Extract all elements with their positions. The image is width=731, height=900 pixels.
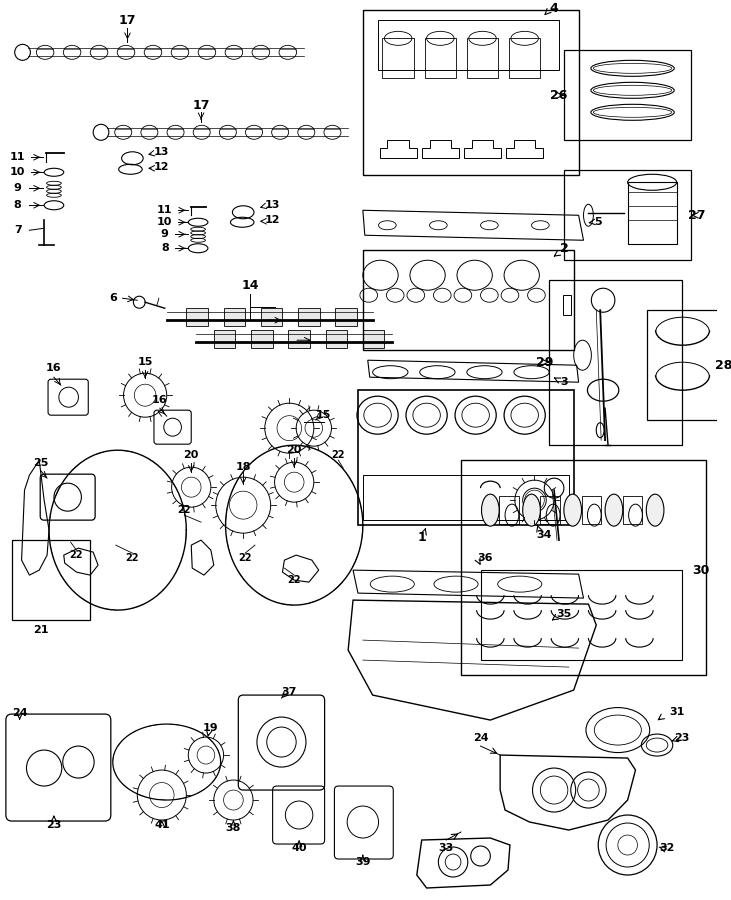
Text: 9: 9 bbox=[161, 230, 169, 239]
Text: 29: 29 bbox=[536, 356, 553, 369]
Bar bbox=[647, 310, 718, 420]
Text: 4: 4 bbox=[550, 2, 558, 14]
Text: 22: 22 bbox=[238, 554, 252, 563]
Bar bbox=[378, 21, 559, 70]
Bar bbox=[261, 308, 282, 326]
Text: 18: 18 bbox=[235, 463, 251, 473]
Text: 22: 22 bbox=[287, 575, 301, 585]
Text: 31: 31 bbox=[669, 707, 684, 717]
Text: 8: 8 bbox=[14, 201, 21, 211]
Bar bbox=[363, 330, 385, 348]
Text: 20: 20 bbox=[287, 446, 302, 455]
Text: 20: 20 bbox=[183, 450, 199, 460]
Text: 19: 19 bbox=[203, 723, 219, 734]
Bar bbox=[325, 330, 347, 348]
Text: 13: 13 bbox=[154, 148, 170, 157]
Text: 3: 3 bbox=[560, 377, 568, 387]
Text: 9: 9 bbox=[14, 184, 22, 194]
Text: 41: 41 bbox=[154, 820, 170, 830]
Bar bbox=[358, 391, 574, 525]
Bar bbox=[480, 570, 681, 660]
Text: 22: 22 bbox=[126, 554, 139, 563]
Text: 1: 1 bbox=[417, 531, 426, 544]
Text: 27: 27 bbox=[688, 209, 705, 221]
Text: 37: 37 bbox=[281, 687, 297, 698]
Bar bbox=[363, 250, 574, 350]
Text: 16: 16 bbox=[152, 395, 167, 405]
Text: 23: 23 bbox=[674, 734, 689, 743]
Text: 15: 15 bbox=[137, 357, 153, 367]
Text: 26: 26 bbox=[550, 89, 568, 102]
Text: 8: 8 bbox=[161, 243, 169, 253]
Bar bbox=[499, 496, 519, 524]
Bar bbox=[288, 330, 310, 348]
Bar bbox=[623, 496, 643, 524]
Text: 12: 12 bbox=[154, 162, 170, 172]
Text: 10: 10 bbox=[157, 217, 173, 228]
Bar bbox=[425, 39, 456, 78]
Bar bbox=[549, 280, 681, 446]
Text: 28: 28 bbox=[715, 359, 731, 372]
Text: 40: 40 bbox=[292, 843, 307, 853]
Ellipse shape bbox=[646, 494, 664, 526]
Bar bbox=[213, 330, 235, 348]
Bar bbox=[224, 308, 245, 326]
Text: 25: 25 bbox=[34, 458, 49, 468]
Text: 35: 35 bbox=[556, 609, 572, 619]
Text: 15: 15 bbox=[316, 410, 331, 420]
Ellipse shape bbox=[605, 494, 623, 526]
Bar bbox=[582, 496, 601, 524]
Text: 10: 10 bbox=[10, 167, 26, 177]
Text: 2: 2 bbox=[559, 242, 568, 255]
Text: 17: 17 bbox=[118, 14, 136, 27]
Bar bbox=[564, 170, 692, 260]
Bar bbox=[563, 295, 571, 315]
Bar bbox=[336, 308, 357, 326]
Text: 24: 24 bbox=[12, 708, 28, 718]
Bar bbox=[363, 475, 569, 520]
Text: 30: 30 bbox=[692, 563, 710, 577]
Text: 39: 39 bbox=[355, 857, 371, 867]
Bar bbox=[509, 39, 540, 78]
Text: 34: 34 bbox=[537, 530, 552, 540]
Bar bbox=[363, 10, 579, 176]
Text: 22: 22 bbox=[69, 550, 83, 560]
Bar bbox=[461, 460, 706, 675]
Text: 13: 13 bbox=[265, 201, 280, 211]
Text: 12: 12 bbox=[265, 215, 281, 225]
Ellipse shape bbox=[482, 494, 499, 526]
Ellipse shape bbox=[523, 494, 540, 526]
Bar bbox=[628, 183, 677, 244]
Text: 16: 16 bbox=[46, 364, 61, 374]
Bar bbox=[540, 496, 560, 524]
Bar bbox=[467, 39, 499, 78]
Bar bbox=[382, 39, 414, 78]
Text: 23: 23 bbox=[46, 820, 61, 830]
Text: 36: 36 bbox=[477, 554, 493, 563]
Bar bbox=[251, 330, 273, 348]
Text: 22: 22 bbox=[178, 505, 191, 515]
Text: 33: 33 bbox=[439, 843, 454, 853]
Text: 11: 11 bbox=[157, 205, 173, 215]
Text: 6: 6 bbox=[109, 293, 117, 303]
Text: 38: 38 bbox=[226, 823, 241, 833]
Text: 7: 7 bbox=[14, 225, 21, 235]
Bar bbox=[186, 308, 208, 326]
Bar bbox=[12, 540, 90, 620]
Text: 14: 14 bbox=[241, 279, 259, 292]
Text: 24: 24 bbox=[473, 734, 488, 743]
Text: 11: 11 bbox=[10, 152, 26, 162]
Bar bbox=[564, 50, 692, 140]
Bar bbox=[298, 308, 319, 326]
Text: 32: 32 bbox=[659, 843, 675, 853]
Text: 21: 21 bbox=[34, 626, 49, 635]
Text: 22: 22 bbox=[332, 450, 345, 460]
Text: 5: 5 bbox=[594, 217, 602, 228]
Ellipse shape bbox=[564, 494, 582, 526]
Text: 17: 17 bbox=[192, 99, 210, 112]
